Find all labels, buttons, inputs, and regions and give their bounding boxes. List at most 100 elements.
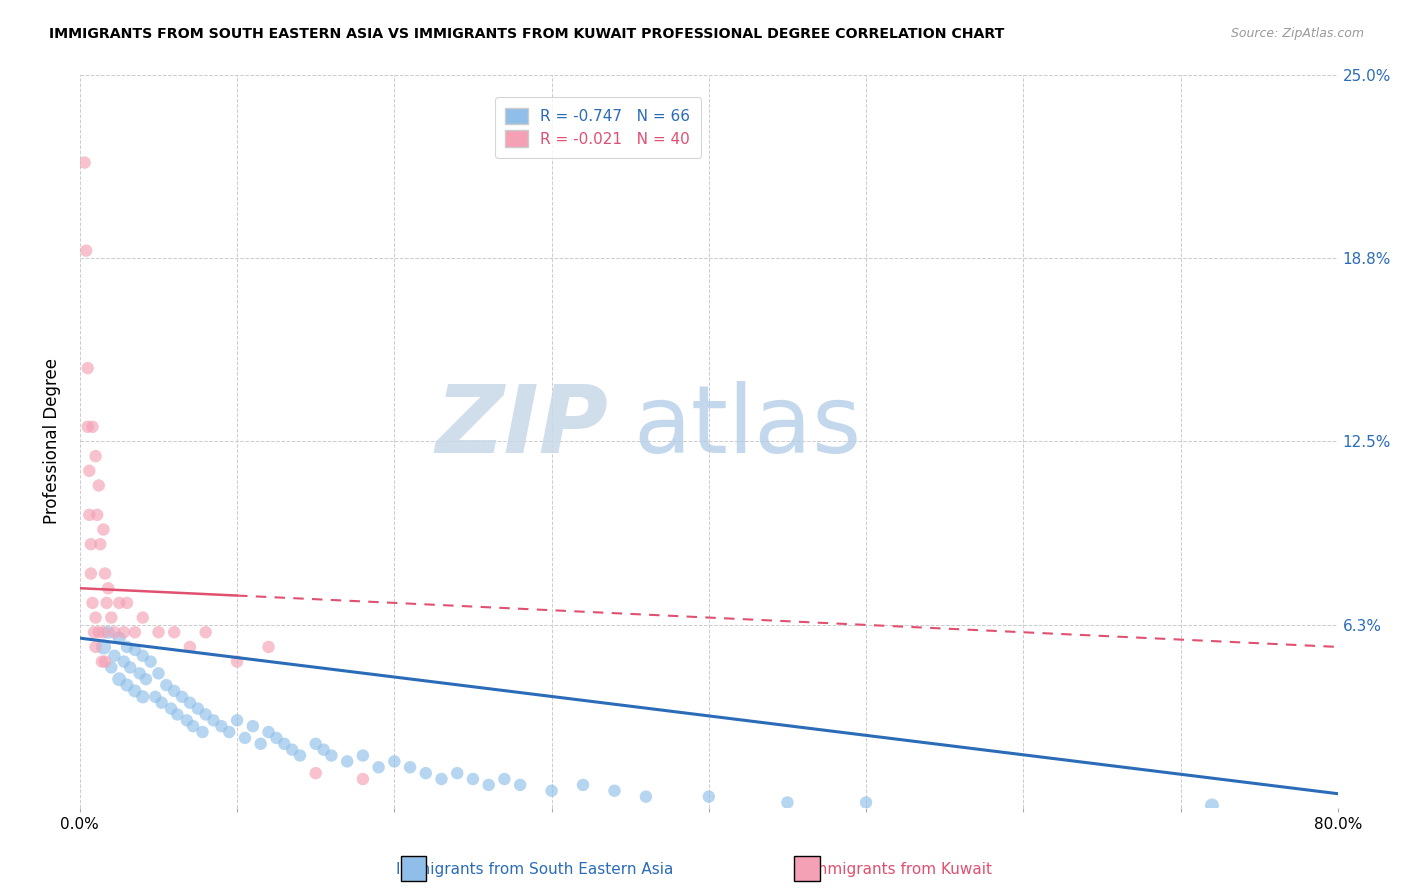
Point xyxy=(163,625,186,640)
Point xyxy=(79,508,101,522)
Point xyxy=(179,696,201,710)
Point xyxy=(90,655,112,669)
Point xyxy=(382,755,405,769)
Point xyxy=(124,625,146,640)
Point xyxy=(100,660,122,674)
Point xyxy=(249,737,271,751)
Point xyxy=(634,789,657,804)
Point xyxy=(94,566,117,581)
Legend: R = -0.747   N = 66, R = -0.021   N = 40: R = -0.747 N = 66, R = -0.021 N = 40 xyxy=(495,97,702,158)
Point xyxy=(202,714,225,728)
Point xyxy=(181,719,204,733)
Point xyxy=(108,596,131,610)
Point xyxy=(572,778,595,792)
Point xyxy=(155,678,177,692)
Point xyxy=(209,719,232,733)
Point xyxy=(352,772,374,786)
Point xyxy=(135,672,157,686)
Point xyxy=(226,714,249,728)
Point xyxy=(76,419,98,434)
Point xyxy=(233,731,256,745)
Point xyxy=(82,419,104,434)
Point xyxy=(115,596,138,610)
Point xyxy=(288,748,311,763)
Point xyxy=(132,690,155,704)
Point xyxy=(776,796,799,810)
Point xyxy=(115,678,138,692)
Point xyxy=(103,625,125,640)
Point xyxy=(855,796,877,810)
Point xyxy=(697,789,720,804)
Point xyxy=(75,244,97,258)
Point xyxy=(80,566,103,581)
Point xyxy=(94,655,117,669)
Point xyxy=(124,684,146,698)
Point xyxy=(305,766,328,780)
Point xyxy=(108,631,131,645)
Point xyxy=(80,537,103,551)
Point xyxy=(108,672,131,686)
Point xyxy=(226,655,249,669)
Point xyxy=(461,772,484,786)
Point xyxy=(93,640,115,654)
Text: Immigrants from South Eastern Asia: Immigrants from South Eastern Asia xyxy=(395,863,673,877)
Point xyxy=(257,640,280,654)
Point xyxy=(540,784,562,798)
Point xyxy=(352,748,374,763)
Point xyxy=(281,742,304,756)
Point xyxy=(194,625,217,640)
Point xyxy=(218,725,240,739)
Point xyxy=(170,690,193,704)
Point xyxy=(132,610,155,624)
Text: ZIP: ZIP xyxy=(436,381,609,473)
Point xyxy=(273,737,295,751)
Point xyxy=(84,640,107,654)
Point xyxy=(89,537,111,551)
Point xyxy=(305,737,328,751)
Point xyxy=(148,625,170,640)
Point xyxy=(603,784,626,798)
Point xyxy=(166,707,188,722)
Point xyxy=(257,725,280,739)
Point xyxy=(86,508,108,522)
Point xyxy=(266,731,288,745)
Point xyxy=(194,707,217,722)
Point xyxy=(509,778,531,792)
Point xyxy=(242,719,264,733)
Point xyxy=(150,696,173,710)
Point xyxy=(112,655,135,669)
Point xyxy=(128,666,150,681)
Text: Immigrants from Kuwait: Immigrants from Kuwait xyxy=(808,863,991,877)
Point xyxy=(93,523,115,537)
Point xyxy=(124,643,146,657)
Point xyxy=(97,625,120,640)
Point xyxy=(336,755,359,769)
Y-axis label: Professional Degree: Professional Degree xyxy=(44,359,60,524)
Point xyxy=(160,701,183,715)
Point xyxy=(73,155,96,169)
Point xyxy=(83,625,105,640)
Point xyxy=(446,766,468,780)
Point xyxy=(163,684,186,698)
Point xyxy=(84,610,107,624)
Point xyxy=(87,625,110,640)
Point xyxy=(79,464,101,478)
Text: IMMIGRANTS FROM SOUTH EASTERN ASIA VS IMMIGRANTS FROM KUWAIT PROFESSIONAL DEGREE: IMMIGRANTS FROM SOUTH EASTERN ASIA VS IM… xyxy=(49,27,1004,41)
Point xyxy=(367,760,389,774)
Point xyxy=(87,478,110,492)
Point xyxy=(115,640,138,654)
Point xyxy=(415,766,437,780)
Point xyxy=(187,701,209,715)
Point xyxy=(97,581,120,595)
Point xyxy=(494,772,516,786)
Text: Source: ZipAtlas.com: Source: ZipAtlas.com xyxy=(1230,27,1364,40)
Point xyxy=(96,596,118,610)
Point xyxy=(76,361,98,376)
Point xyxy=(321,748,343,763)
Point xyxy=(148,666,170,681)
Point xyxy=(176,714,198,728)
Point xyxy=(100,610,122,624)
Text: atlas: atlas xyxy=(633,381,862,473)
Point xyxy=(93,625,115,640)
Point xyxy=(139,655,162,669)
